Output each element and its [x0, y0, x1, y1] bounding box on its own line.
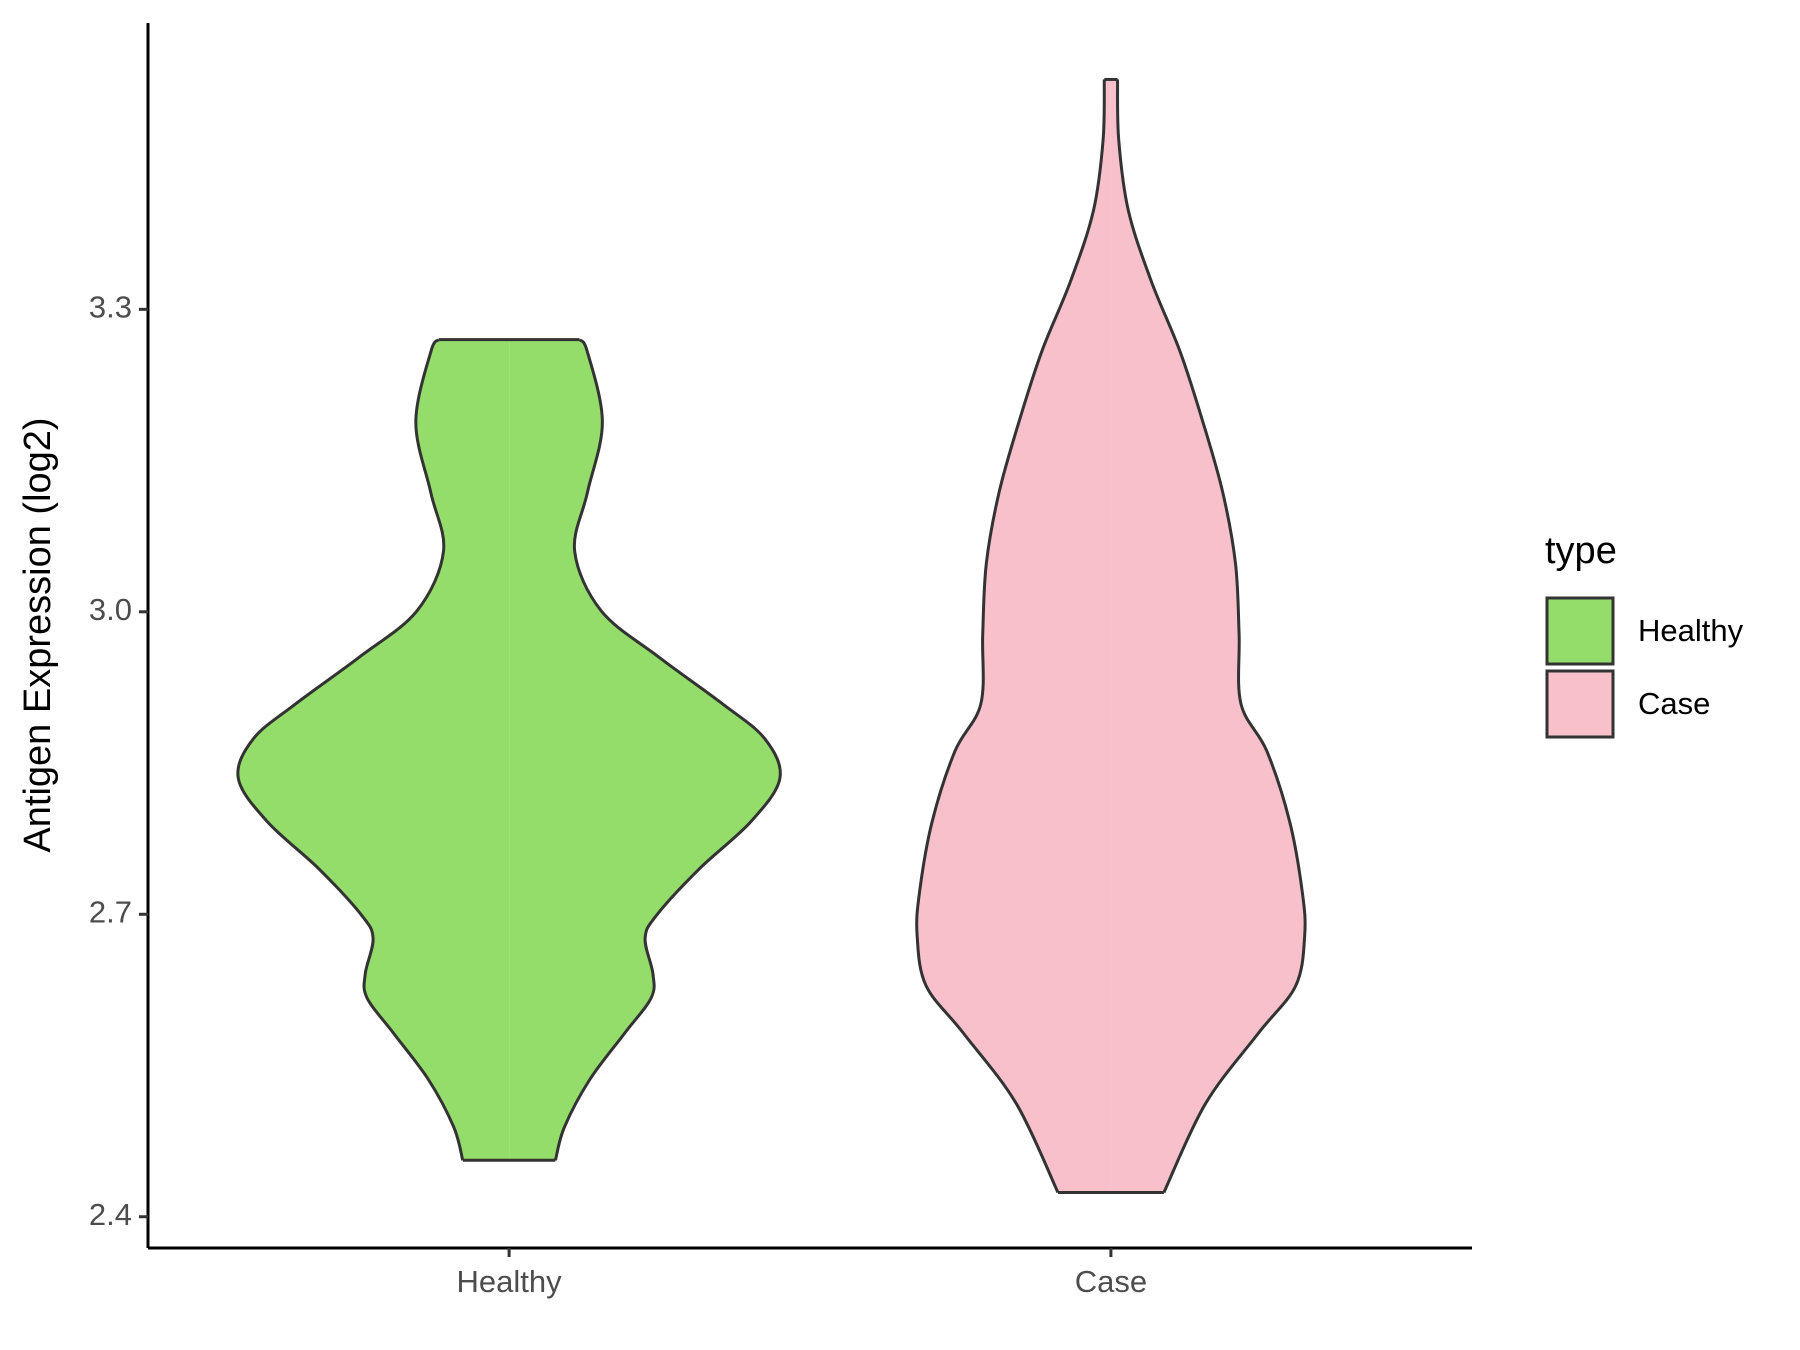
legend-key [1545, 669, 1615, 739]
legend-key [1545, 596, 1615, 666]
violin-half-fill [509, 339, 781, 1161]
x-tick-label: Case [1075, 1264, 1147, 1299]
y-tick-label: 3.0 [89, 592, 132, 627]
x-tick-label: Healthy [457, 1264, 563, 1299]
violin-half-fill [1110, 79, 1306, 1193]
y-tick-label: 2.4 [89, 1197, 132, 1232]
violin-outline [553, 338, 782, 1161]
violin-half-fill [237, 339, 510, 1161]
violin-outline [915, 79, 1106, 1194]
y-axis-title: Antigen Expression (log2) [17, 417, 59, 852]
violin-outline [236, 338, 465, 1161]
legend-title: type [1545, 530, 1617, 572]
violin-outline [1116, 79, 1307, 1194]
violin-half-fill [916, 79, 1111, 1193]
y-tick-label: 3.3 [89, 290, 132, 325]
violin [236, 338, 782, 1162]
legend-label: Case [1638, 686, 1710, 721]
violin [915, 77, 1307, 1195]
legend-label: Healthy [1638, 613, 1744, 648]
y-tick-label: 2.7 [89, 894, 132, 929]
